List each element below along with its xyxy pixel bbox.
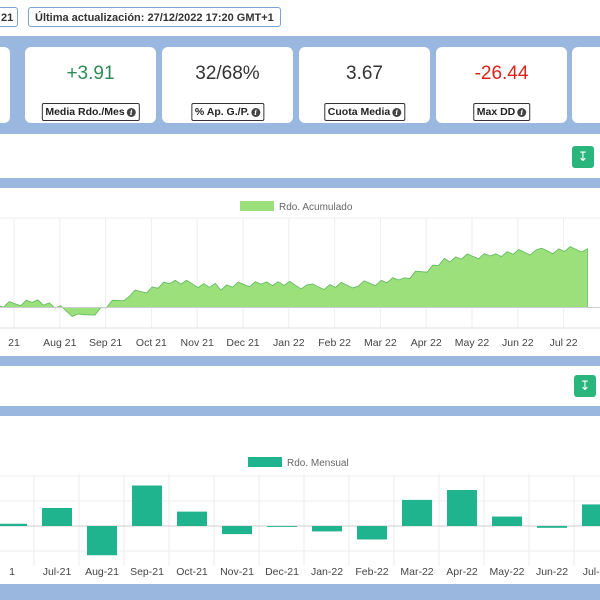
kpi-card-avg-monthly: +3.91 Media Rdo./Mes i xyxy=(25,47,156,123)
x-tick-label: Aug 21 xyxy=(43,337,76,349)
bar xyxy=(537,526,567,528)
download-icon[interactable]: ↧ xyxy=(574,375,596,397)
x-tick-label: May 22 xyxy=(455,337,490,349)
x-tick-label: Mar-22 xyxy=(400,566,433,578)
kpi-card-win-loss: 32/68% % Ap. G./P. i xyxy=(162,47,293,123)
date-filter-pill[interactable]: 21 xyxy=(0,7,18,27)
kpi-label-button[interactable]: Cuota Media i xyxy=(323,103,406,121)
x-tick-label: Aug-21 xyxy=(85,566,119,578)
kpi-label: Cuota Media xyxy=(327,105,391,118)
x-tick-label: Jul-22 xyxy=(583,566,600,578)
top-bar: 21 Última actualización: 27/12/2022 17:2… xyxy=(0,0,600,36)
x-tick-label: Mar 22 xyxy=(364,337,397,349)
x-tick-label: Feb 22 xyxy=(318,337,351,349)
x-tick-label: Sep-21 xyxy=(130,566,164,578)
bar xyxy=(447,490,477,526)
bar xyxy=(267,526,297,527)
info-icon[interactable]: i xyxy=(251,107,261,117)
legend-swatch xyxy=(240,201,274,211)
bar xyxy=(312,526,342,532)
x-tick-label: Sep 21 xyxy=(89,337,122,349)
bar xyxy=(582,504,600,526)
legend-label: Rdo. Acumulado xyxy=(279,202,353,213)
bar xyxy=(402,499,432,526)
bar xyxy=(0,523,27,526)
info-icon[interactable]: i xyxy=(126,107,136,117)
bar xyxy=(222,526,252,535)
monthly-chart-panel: Rdo. Mensual 1 Jul-21 Aug-21 Sep-21 Oct-21 Nov… xyxy=(0,416,600,584)
kpi-card-cut xyxy=(0,47,10,123)
kpi-label: Max DD xyxy=(476,105,516,118)
cumulative-chart-panel: Rdo. Acumulado 21 Aug 21 Sep 21 Oct 21 Nov 21… xyxy=(0,188,600,356)
x-tick-label: Nov 21 xyxy=(181,337,214,349)
x-tick-label: Jan 22 xyxy=(273,337,305,349)
kpi-card-cut-right xyxy=(572,47,600,123)
cumulative-area xyxy=(0,246,588,317)
bar xyxy=(492,516,522,526)
kpi-label-button[interactable]: Media Rdo./Mes i xyxy=(41,103,140,121)
info-icon[interactable]: i xyxy=(392,107,402,117)
x-tick-label: May-22 xyxy=(489,566,524,578)
chart-toolbar-cumulative: ↧ xyxy=(0,134,600,178)
x-tick-label: 1 xyxy=(9,566,15,578)
download-icon[interactable]: ↧ xyxy=(572,146,594,168)
legend-swatch xyxy=(248,457,282,467)
x-tick-label: Jun-22 xyxy=(536,566,568,578)
x-tick-label: 21 xyxy=(8,337,20,349)
x-tick-label: Dec 21 xyxy=(226,337,259,349)
kpi-label-button[interactable]: Max DD i xyxy=(472,103,531,121)
kpi-value: 32/68% xyxy=(195,63,260,84)
chart-toolbar-monthly: ↧ xyxy=(0,366,600,406)
kpi-label: Media Rdo./Mes xyxy=(45,105,125,118)
x-tick-label: Jul-21 xyxy=(43,566,72,578)
cumulative-area-chart: Rdo. Acumulado 21 Aug 21 Sep 21 Oct 21 Nov 21… xyxy=(0,201,600,349)
kpi-value: -26.44 xyxy=(474,63,529,84)
x-tick-label: Feb-22 xyxy=(355,566,388,578)
kpi-label-button[interactable]: % Ap. G./P. i xyxy=(190,103,265,121)
info-icon[interactable]: i xyxy=(517,107,527,117)
x-tick-label: Jan-22 xyxy=(311,566,343,578)
x-tick-label: Oct 21 xyxy=(136,337,167,349)
x-tick-label: Nov-21 xyxy=(220,566,254,578)
kpi-label: % Ap. G./P. xyxy=(194,105,250,118)
monthly-bar-chart: Rdo. Mensual 1 Jul-21 Aug-21 Sep-21 Oct-21 Nov… xyxy=(0,457,600,578)
kpi-value: 3.67 xyxy=(346,63,383,84)
bar xyxy=(177,511,207,526)
bar xyxy=(357,526,387,540)
bar xyxy=(42,508,72,526)
x-tick-label: Oct-21 xyxy=(176,566,208,578)
x-tick-label: Jul 22 xyxy=(550,337,578,349)
x-tick-label: Jun 22 xyxy=(502,337,534,349)
x-tick-label: Apr-22 xyxy=(446,566,478,578)
x-tick-label: Dec-21 xyxy=(265,566,299,578)
legend-label: Rdo. Mensual xyxy=(287,458,349,469)
bar xyxy=(87,526,117,556)
x-tick-label: Apr 22 xyxy=(411,337,442,349)
kpi-card-avg-odds: 3.67 Cuota Media i xyxy=(299,47,430,123)
last-update-badge: Última actualización: 27/12/2022 17:20 G… xyxy=(28,7,281,27)
kpi-card-max-dd: -26.44 Max DD i xyxy=(436,47,567,123)
kpi-value: +3.91 xyxy=(66,63,115,84)
bar xyxy=(132,485,162,526)
